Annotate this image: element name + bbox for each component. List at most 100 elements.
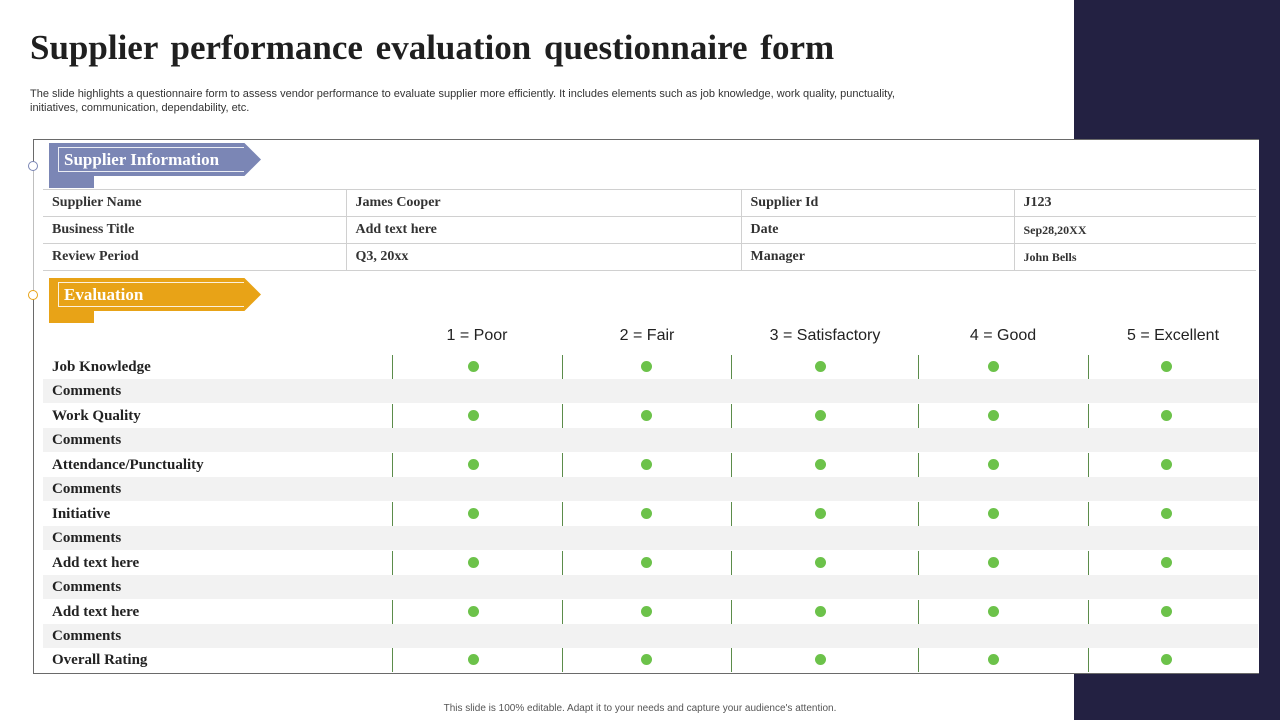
rating-option-4[interactable]	[987, 410, 999, 421]
page-subtitle: The slide highlights a questionnaire for…	[30, 88, 895, 114]
rating-option-4[interactable]	[987, 459, 999, 470]
grid-divider	[392, 502, 393, 526]
rating-option-5[interactable]	[1160, 459, 1172, 470]
rating-option-2[interactable]	[640, 557, 652, 568]
grid-divider	[392, 551, 393, 575]
table-row: Review Period Q3, 20xx Manager John Bell…	[43, 243, 1256, 271]
rating-option-1[interactable]	[467, 459, 479, 470]
grid-divider	[562, 404, 563, 428]
rating-option-1[interactable]	[467, 606, 479, 617]
rating-option-3[interactable]	[814, 508, 826, 519]
grid-divider	[392, 648, 393, 672]
rating-option-2[interactable]	[640, 459, 652, 470]
grid-divider	[562, 600, 563, 624]
grid-divider	[918, 648, 919, 672]
grid-divider	[392, 600, 393, 624]
footer-note: This slide is 100% editable. Adapt it to…	[443, 703, 837, 714]
rating-option-4[interactable]	[987, 654, 999, 665]
rating-option-2[interactable]	[640, 410, 652, 421]
criterion-row: Add text here	[43, 551, 1258, 575]
rating-option-1[interactable]	[467, 410, 479, 421]
rating-option-3[interactable]	[814, 459, 826, 470]
rating-option-3[interactable]	[814, 410, 826, 421]
manager-value[interactable]: John Bells	[1013, 243, 1256, 271]
grid-divider	[562, 551, 563, 575]
rating-option-5[interactable]	[1160, 361, 1172, 372]
criterion-label: Work Quality	[52, 408, 141, 424]
supplier-name-value[interactable]: James Cooper	[345, 189, 741, 217]
grid-divider	[918, 600, 919, 624]
rating-option-1[interactable]	[467, 557, 479, 568]
rating-option-2[interactable]	[640, 654, 652, 665]
rating-option-5[interactable]	[1160, 557, 1172, 568]
grid-divider	[562, 355, 563, 379]
rating-option-3[interactable]	[814, 557, 826, 568]
comment-row: Comments	[43, 379, 1258, 403]
supplier-name-label: Supplier Name	[43, 189, 346, 217]
grid-divider	[731, 404, 732, 428]
rating-option-1[interactable]	[467, 361, 479, 372]
grid-divider	[392, 404, 393, 428]
page-title: Supplier performance evaluation question…	[30, 28, 835, 67]
grid-divider	[1088, 453, 1089, 477]
date-value[interactable]: Sep28,20XX	[1013, 216, 1256, 244]
comment-label: Comments	[52, 432, 122, 448]
grid-divider	[918, 404, 919, 428]
rating-option-2[interactable]	[640, 606, 652, 617]
rating-option-1[interactable]	[467, 508, 479, 519]
rating-option-4[interactable]	[987, 508, 999, 519]
criterion-label: Initiative	[52, 506, 111, 522]
rating-option-5[interactable]	[1160, 654, 1172, 665]
rating-option-4[interactable]	[987, 361, 999, 372]
rating-option-4[interactable]	[987, 557, 999, 568]
grid-divider	[918, 453, 919, 477]
scale-header-poor: 1 = Poor	[446, 327, 508, 344]
business-title-label: Business Title	[43, 216, 346, 244]
criterion-label: Overall Rating	[52, 652, 148, 668]
comment-row: Comments	[43, 575, 1258, 599]
grid-divider	[1088, 404, 1089, 428]
rating-option-2[interactable]	[640, 508, 652, 519]
criterion-label: Add text here	[52, 604, 140, 620]
grid-divider	[918, 551, 919, 575]
table-row: Business Title Add text here Date Sep28,…	[43, 216, 1256, 244]
tab-arrow	[54, 278, 261, 311]
rating-option-5[interactable]	[1160, 508, 1172, 519]
grid-divider	[1088, 648, 1089, 672]
rating-option-5[interactable]	[1160, 410, 1172, 421]
scale-header-fair: 2 = Fair	[619, 327, 675, 344]
supplier-info-table: Supplier Name James Cooper Supplier Id J…	[43, 189, 1256, 271]
criterion-row: Work Quality	[43, 404, 1258, 428]
grid-divider	[392, 355, 393, 379]
criterion-row: Overall Rating	[43, 648, 1258, 672]
scale-header-good: 4 = Good	[969, 327, 1037, 344]
supplier-information-tab: Supplier Information	[49, 143, 264, 188]
criterion-label: Attendance/Punctuality	[52, 457, 204, 473]
rating-option-3[interactable]	[814, 361, 826, 372]
review-period-label: Review Period	[43, 243, 346, 271]
scale-header-excellent: 5 = Excellent	[1126, 327, 1220, 344]
comment-row: Comments	[43, 428, 1258, 452]
grid-divider	[392, 453, 393, 477]
rating-option-3[interactable]	[814, 654, 826, 665]
review-period-value[interactable]: Q3, 20xx	[345, 243, 741, 271]
supplier-id-value[interactable]: J123	[1013, 189, 1256, 217]
business-title-value[interactable]: Add text here	[345, 216, 741, 244]
section-connector-line	[33, 166, 34, 295]
rating-option-1[interactable]	[467, 654, 479, 665]
comment-label: Comments	[52, 579, 122, 595]
rating-option-2[interactable]	[640, 361, 652, 372]
supplier-information-label: Supplier Information	[64, 150, 220, 169]
rating-option-5[interactable]	[1160, 606, 1172, 617]
rating-option-3[interactable]	[814, 606, 826, 617]
grid-divider	[918, 355, 919, 379]
grid-divider	[562, 453, 563, 477]
grid-divider	[731, 453, 732, 477]
supplier-section-marker	[28, 161, 38, 171]
criterion-label: Job Knowledge	[52, 359, 151, 375]
comment-label: Comments	[52, 530, 122, 546]
grid-divider	[562, 502, 563, 526]
grid-divider	[1088, 502, 1089, 526]
rating-option-4[interactable]	[987, 606, 999, 617]
grid-divider	[731, 551, 732, 575]
